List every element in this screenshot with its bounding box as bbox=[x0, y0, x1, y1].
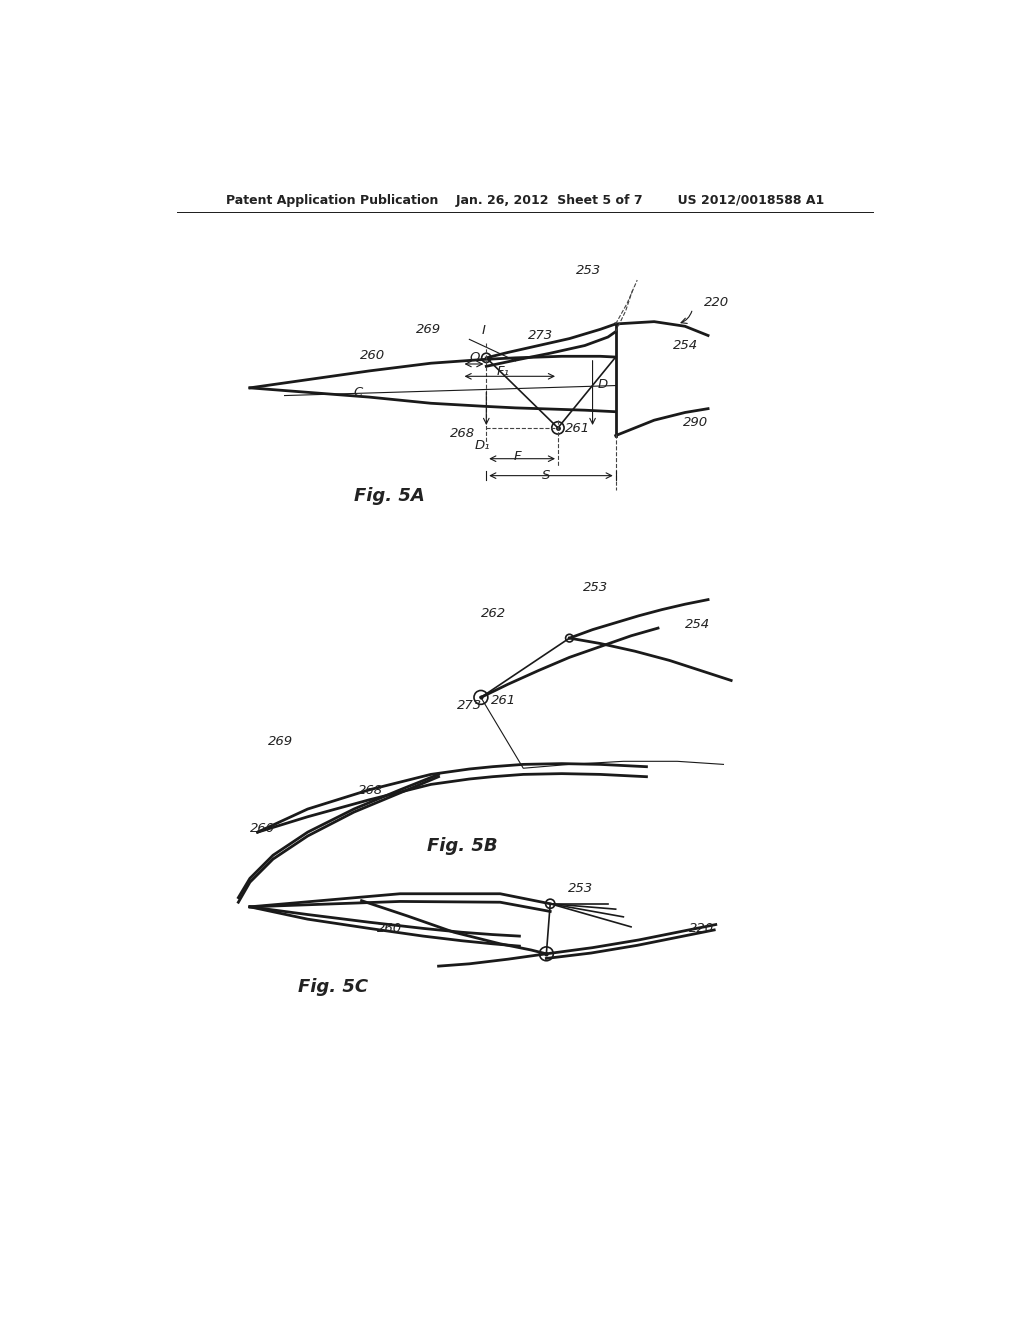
Text: C: C bbox=[354, 385, 364, 399]
Text: S: S bbox=[542, 470, 550, 483]
Text: D: D bbox=[598, 378, 608, 391]
Text: I: I bbox=[481, 323, 485, 337]
Text: 261: 261 bbox=[490, 694, 516, 708]
Text: 273: 273 bbox=[457, 700, 482, 711]
Text: F: F bbox=[514, 450, 521, 463]
Text: 253: 253 bbox=[575, 264, 601, 277]
Text: D₁: D₁ bbox=[475, 440, 490, 453]
Text: Patent Application Publication    Jan. 26, 2012  Sheet 5 of 7        US 2012/001: Patent Application Publication Jan. 26, … bbox=[225, 194, 824, 207]
Text: O: O bbox=[469, 351, 479, 364]
Text: 268: 268 bbox=[451, 428, 475, 440]
Text: 260: 260 bbox=[250, 822, 275, 836]
Text: 254: 254 bbox=[685, 618, 710, 631]
Text: 290: 290 bbox=[683, 416, 709, 429]
Text: 253: 253 bbox=[584, 581, 608, 594]
Text: 220: 220 bbox=[705, 296, 729, 309]
Text: 220: 220 bbox=[689, 923, 714, 936]
Text: F₁: F₁ bbox=[497, 364, 509, 378]
Text: 254: 254 bbox=[674, 339, 698, 352]
Text: Fig. 5C: Fig. 5C bbox=[298, 978, 369, 995]
Text: Fig. 5A: Fig. 5A bbox=[354, 487, 425, 506]
Text: 268: 268 bbox=[357, 784, 383, 797]
Text: 253: 253 bbox=[568, 882, 593, 895]
Text: 273: 273 bbox=[528, 329, 553, 342]
Text: 260: 260 bbox=[360, 348, 385, 362]
Text: Fig. 5B: Fig. 5B bbox=[427, 837, 498, 855]
Text: 269: 269 bbox=[416, 323, 440, 337]
Text: 269: 269 bbox=[267, 735, 293, 748]
Text: 260: 260 bbox=[377, 923, 402, 936]
Text: 261: 261 bbox=[565, 422, 590, 434]
Text: 262: 262 bbox=[481, 607, 506, 619]
